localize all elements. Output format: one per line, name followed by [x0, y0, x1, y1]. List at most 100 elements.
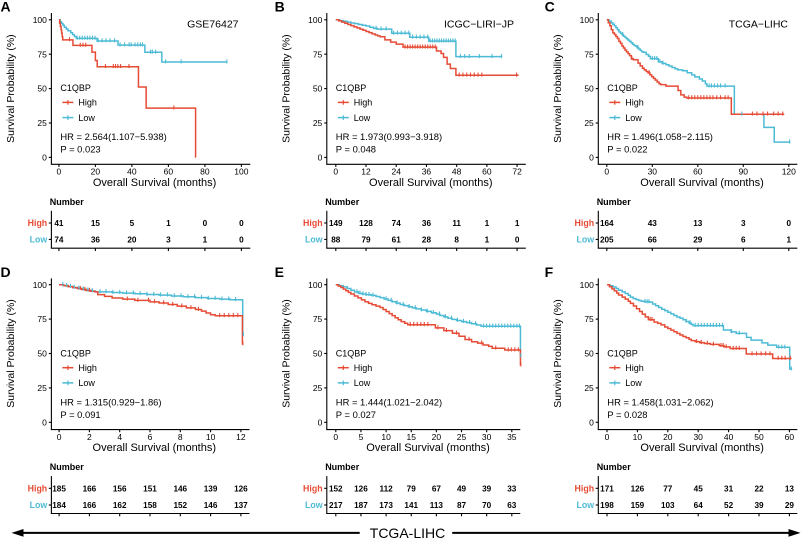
svg-text:79: 79	[407, 485, 417, 494]
svg-text:Survival Probability (%): Survival Probability (%)	[280, 299, 292, 408]
svg-text:Number: Number	[325, 197, 360, 207]
svg-text:137: 137	[234, 501, 248, 510]
svg-text:0: 0	[333, 432, 338, 442]
svg-text:5: 5	[130, 219, 135, 228]
svg-text:100: 100	[308, 280, 322, 290]
svg-text:HR = 1.496(1.058−2.115): HR = 1.496(1.058−2.115)	[607, 131, 713, 142]
svg-text:Overall Survival (months): Overall Survival (months)	[369, 177, 492, 189]
svg-text:0: 0	[318, 153, 323, 163]
svg-text:162: 162	[113, 501, 127, 510]
svg-text:80: 80	[200, 167, 210, 177]
svg-text:126: 126	[354, 485, 368, 494]
svg-text:TCGA-LIHC: TCGA-LIHC	[370, 525, 445, 541]
svg-text:20: 20	[432, 432, 442, 442]
svg-text:159: 159	[631, 501, 645, 510]
svg-text:50: 50	[754, 432, 764, 442]
svg-text:39: 39	[482, 485, 492, 494]
svg-text:60: 60	[164, 167, 174, 177]
svg-text:36: 36	[422, 219, 432, 228]
svg-text:164: 164	[600, 219, 614, 228]
svg-text:12: 12	[236, 432, 246, 442]
svg-text:P = 0.028: P = 0.028	[607, 409, 647, 420]
svg-text:25: 25	[457, 432, 467, 442]
svg-text:GSE76427: GSE76427	[187, 19, 239, 31]
svg-text:158: 158	[143, 501, 157, 510]
svg-text:75: 75	[37, 314, 47, 324]
svg-text:75: 75	[584, 314, 594, 324]
svg-text:75: 75	[37, 49, 47, 59]
svg-text:P = 0.091: P = 0.091	[60, 409, 100, 420]
svg-text:49: 49	[457, 485, 467, 494]
svg-text:Survival Probability (%): Survival Probability (%)	[280, 34, 292, 143]
svg-text:166: 166	[83, 501, 97, 510]
svg-text:C1QBP: C1QBP	[60, 83, 91, 93]
svg-text:5: 5	[359, 432, 364, 442]
svg-text:HR = 1.458(1.031−2.062): HR = 1.458(1.031−2.062)	[607, 396, 713, 407]
svg-text:30: 30	[648, 167, 658, 177]
svg-text:30: 30	[482, 432, 492, 442]
svg-text:Number: Number	[50, 462, 85, 472]
svg-text:Number: Number	[597, 197, 632, 207]
svg-text:50: 50	[313, 84, 323, 94]
svg-text:Low: Low	[354, 378, 371, 388]
svg-text:0: 0	[787, 219, 792, 228]
svg-text:184: 184	[52, 501, 66, 510]
svg-text:25: 25	[584, 118, 594, 128]
svg-text:Survival Probability (%): Survival Probability (%)	[5, 299, 17, 408]
svg-text:4: 4	[117, 432, 122, 442]
svg-text:20: 20	[663, 432, 673, 442]
svg-text:74: 74	[392, 219, 402, 228]
svg-text:100: 100	[580, 15, 594, 25]
svg-text:50: 50	[313, 349, 323, 359]
svg-text:52: 52	[724, 501, 734, 510]
svg-text:Survival Probability (%): Survival Probability (%)	[552, 34, 564, 143]
svg-text:40: 40	[127, 167, 137, 177]
svg-text:146: 146	[173, 485, 187, 494]
svg-text:Low: Low	[625, 378, 642, 388]
svg-text:74: 74	[54, 236, 64, 245]
svg-text:156: 156	[113, 485, 127, 494]
svg-text:0: 0	[57, 432, 62, 442]
svg-text:139: 139	[204, 485, 218, 494]
svg-text:79: 79	[361, 236, 371, 245]
svg-text:Number: Number	[50, 197, 85, 207]
svg-text:C1QBP: C1QBP	[60, 348, 91, 358]
svg-text:75: 75	[313, 314, 323, 324]
svg-text:60: 60	[785, 432, 795, 442]
svg-text:6: 6	[741, 236, 746, 245]
svg-text:B: B	[275, 0, 285, 15]
svg-text:100: 100	[580, 280, 594, 290]
svg-text:Low: Low	[577, 500, 595, 510]
svg-text:22: 22	[754, 485, 764, 494]
svg-text:High: High	[303, 218, 323, 228]
svg-text:100: 100	[308, 15, 322, 25]
svg-text:205: 205	[600, 236, 614, 245]
svg-text:72: 72	[512, 167, 522, 177]
svg-text:Low: Low	[30, 235, 48, 245]
svg-text:Low: Low	[305, 235, 323, 245]
svg-text:60: 60	[693, 167, 703, 177]
svg-text:High: High	[78, 363, 97, 373]
svg-text:Overall Survival (months): Overall Survival (months)	[640, 442, 763, 454]
svg-text:ICGC−LIRI−JP: ICGC−LIRI−JP	[444, 19, 514, 31]
svg-text:High: High	[28, 218, 48, 228]
svg-text:1: 1	[787, 236, 792, 245]
svg-text:Number: Number	[325, 462, 360, 472]
svg-text:0: 0	[333, 167, 338, 177]
svg-text:15: 15	[91, 219, 101, 228]
svg-text:31: 31	[724, 485, 734, 494]
svg-text:HR = 1.973(0.993−3.918): HR = 1.973(0.993−3.918)	[336, 131, 442, 142]
svg-text:High: High	[303, 484, 323, 494]
svg-text:Survival Probability (%): Survival Probability (%)	[5, 34, 17, 143]
svg-text:171: 171	[600, 485, 614, 494]
svg-text:75: 75	[584, 49, 594, 59]
svg-text:0: 0	[589, 417, 594, 427]
svg-text:C1QBP: C1QBP	[336, 83, 367, 93]
svg-text:P = 0.027: P = 0.027	[336, 409, 376, 420]
svg-text:88: 88	[331, 236, 341, 245]
svg-text:10: 10	[206, 432, 216, 442]
svg-text:185: 185	[52, 485, 66, 494]
svg-text:Overall Survival (months): Overall Survival (months)	[93, 177, 216, 189]
svg-text:HR = 1.315(0.929−1.86): HR = 1.315(0.929−1.86)	[60, 396, 161, 407]
svg-text:HR = 1.444(1.021−2.042): HR = 1.444(1.021−2.042)	[336, 396, 442, 407]
